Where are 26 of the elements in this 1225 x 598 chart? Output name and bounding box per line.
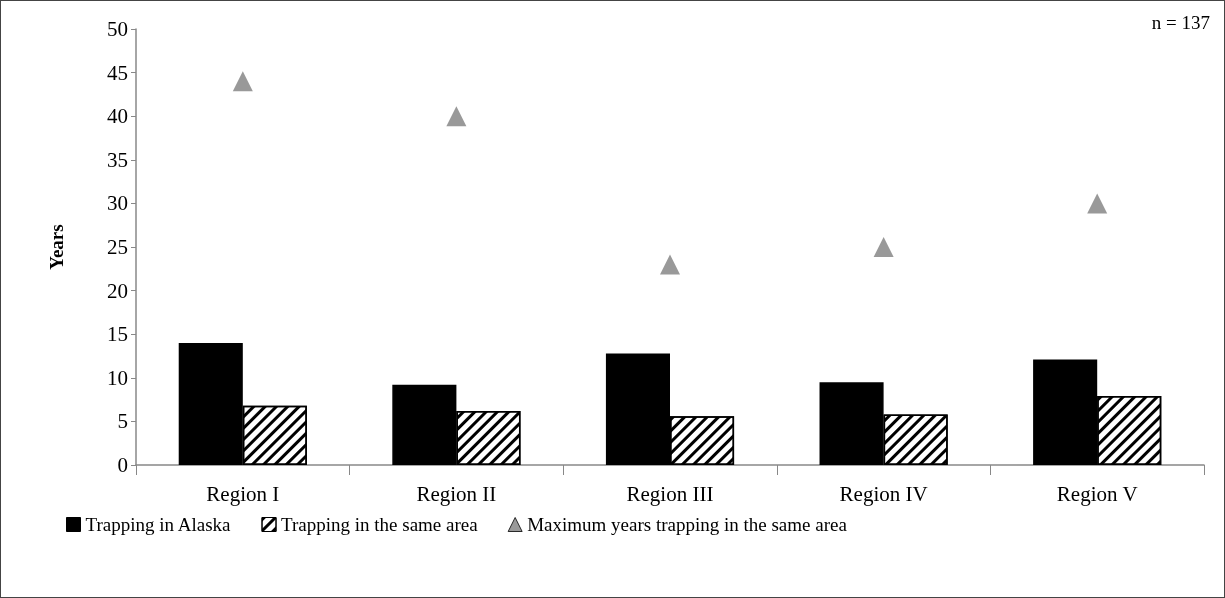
y-tick-label: 45	[107, 60, 128, 85]
y-tick-label: 40	[107, 104, 128, 129]
point	[1087, 193, 1108, 214]
point	[660, 254, 680, 275]
point	[446, 106, 467, 127]
x-tick-label: Region III	[626, 481, 714, 506]
x-tick-label: Region I	[206, 481, 280, 506]
y-tick-label: 50	[107, 17, 128, 41]
x-tick-label: Region IV	[839, 481, 928, 506]
y-tick-label: 30	[107, 191, 128, 216]
y-tick-label: 10	[107, 365, 128, 390]
x-tick-label: Region II	[416, 481, 497, 506]
y-tick-label: 5	[117, 409, 128, 434]
y-tick-label: 0	[117, 453, 128, 477]
y-axis-title: Years	[46, 224, 67, 270]
y-tick-label: 20	[107, 278, 128, 303]
point	[232, 71, 253, 92]
y-tick-label: 35	[107, 147, 128, 172]
legend-label: Trapping in Alaska	[85, 514, 232, 535]
legend-label: Trapping in the same area	[281, 514, 479, 535]
y-tick-label: 25	[107, 235, 128, 259]
legend-label: Maximum years trapping in the same area	[527, 514, 848, 535]
point	[873, 237, 894, 257]
x-tick-label: Region V	[1056, 481, 1138, 506]
annotation: n = 137	[1151, 12, 1210, 33]
y-tick-label: 15	[107, 322, 128, 347]
